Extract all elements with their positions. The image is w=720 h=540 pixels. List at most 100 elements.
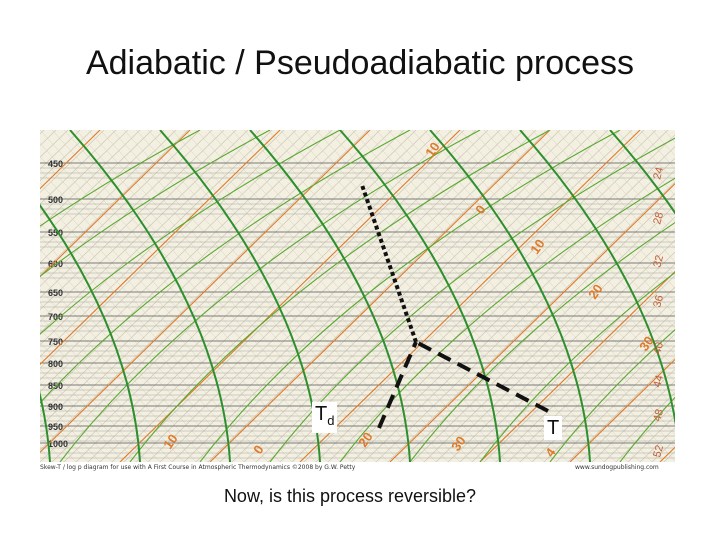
isotherm-line	[40, 130, 191, 278]
hatch-line	[423, 130, 675, 409]
hatch-line	[339, 130, 641, 462]
mixing-ratio-label: 32	[651, 254, 666, 269]
hatch-line	[291, 130, 633, 462]
dry-adiabat-line	[549, 329, 675, 462]
hatch-line	[435, 130, 675, 395]
hatch-line	[351, 130, 653, 462]
publisher-caption: www.sundogpublishing.com	[575, 464, 659, 471]
hatch-line	[483, 275, 675, 462]
question-text: Now, is this process reversible?	[223, 486, 477, 506]
dry-adiabat-line	[40, 130, 341, 335]
hatch-line	[40, 130, 369, 451]
hatch-line	[40, 130, 249, 334]
hatch-line	[40, 130, 177, 264]
isotherm-label: 30	[636, 333, 657, 353]
hatch-line	[603, 392, 675, 462]
hatch-line	[159, 130, 461, 462]
hatch-line	[40, 209, 269, 462]
hatch-line	[40, 328, 161, 462]
isotherm-label: 10	[527, 236, 548, 256]
hatch-line	[543, 333, 675, 462]
dry-adiabat-line	[619, 396, 675, 462]
pressure-label: 750	[48, 337, 63, 347]
hatch-line	[40, 130, 201, 287]
pressure-label: 1000	[48, 439, 68, 449]
isotherm-line	[40, 130, 101, 190]
hatch-line	[40, 249, 233, 462]
mixing-ratio-label: 28	[651, 211, 666, 226]
slide-title: Adiabatic / Pseudoadiabatic process	[85, 44, 635, 82]
hatch-line	[40, 130, 381, 462]
hatch-line	[387, 130, 675, 448]
mixing-ratio-label: 44	[651, 374, 666, 389]
dewpoint-label: Td	[312, 402, 338, 433]
mixing-ratio-label: 40	[651, 341, 666, 356]
hatch-line	[183, 130, 485, 462]
hatch-line	[243, 130, 585, 462]
hatch-line	[40, 130, 309, 393]
hatch-line	[135, 130, 437, 462]
hatch-line	[531, 321, 675, 462]
hatch-line	[40, 288, 197, 462]
moist-adiabat-line	[519, 130, 675, 427]
hatch-line	[375, 169, 675, 462]
hatch-line	[579, 130, 675, 236]
hatch-line	[40, 222, 257, 462]
hatch-line	[507, 298, 675, 462]
isotherm-label: 30	[448, 433, 469, 453]
hatch-line	[459, 130, 675, 369]
hatch-line	[40, 130, 345, 428]
dry-adiabat-line	[199, 130, 621, 462]
hatch-line	[40, 130, 261, 346]
moist-adiabat-line	[249, 130, 411, 462]
hatch-line	[555, 130, 675, 263]
hatch-line	[387, 181, 675, 462]
dry-adiabat-line	[129, 130, 551, 462]
hatch-line	[40, 130, 341, 462]
hatch-line	[40, 130, 237, 322]
hatch-line	[40, 130, 273, 357]
hatch-line	[315, 130, 657, 462]
isotherm-label: 10	[160, 431, 181, 451]
hatch-line	[63, 130, 405, 462]
hatch-line	[447, 130, 675, 382]
hatch-line	[219, 130, 561, 462]
hatch-line	[423, 216, 675, 462]
hatch-line	[519, 310, 675, 462]
hatch-line	[531, 130, 675, 289]
hatch-line	[411, 204, 675, 462]
pressure-label: 500	[48, 195, 63, 205]
mixing-ratio-label: 52	[651, 444, 666, 459]
hatch-line	[40, 130, 225, 311]
hatch-line	[40, 130, 321, 404]
hatch-line	[147, 130, 489, 462]
temperature-path	[415, 340, 549, 413]
hatch-line	[615, 130, 675, 196]
hatch-line	[40, 169, 305, 462]
hatch-line	[339, 134, 675, 462]
mixing-ratio-label: 24	[651, 166, 666, 181]
hatch-line	[207, 130, 509, 462]
hatch-line	[483, 130, 675, 342]
hatch-line	[303, 130, 645, 462]
hatch-line	[159, 130, 501, 462]
hatch-line	[40, 275, 209, 462]
hatch-line	[40, 262, 221, 462]
hatch-line	[243, 130, 545, 462]
hatch-line	[555, 345, 675, 462]
pressure-label: 450	[48, 159, 63, 169]
dry-adiabat-line	[40, 130, 411, 404]
hatch-line	[495, 130, 675, 329]
hatch-line	[471, 263, 675, 462]
hatch-line	[567, 130, 675, 249]
hatch-line	[40, 302, 185, 462]
hatch-line	[459, 251, 675, 462]
hatch-line	[327, 130, 669, 462]
hatch-line	[231, 130, 573, 462]
hatch-line	[111, 130, 453, 462]
hatch-line	[40, 130, 285, 369]
hatch-line	[147, 130, 449, 462]
hatch-line	[591, 380, 675, 462]
hatch-line	[447, 239, 675, 462]
isotherm-label: 4	[542, 445, 559, 460]
